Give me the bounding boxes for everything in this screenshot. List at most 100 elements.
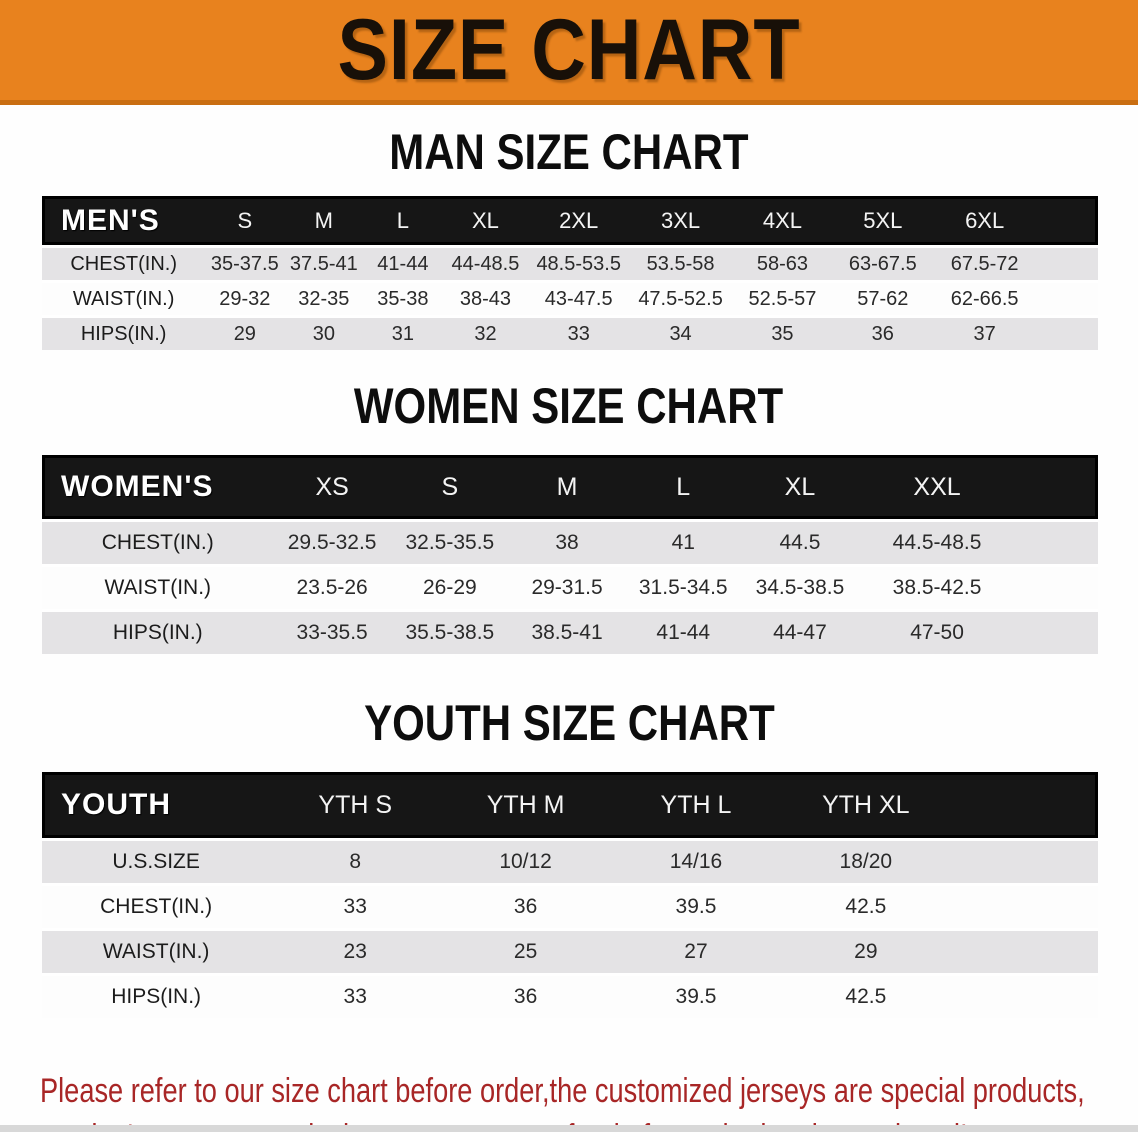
size-value-cell: 52.5-57 [732,280,833,315]
table-row: WAIST(IN.) 23 25 27 29 [42,928,1098,973]
row-label-cell: HIPS(IN.) [42,315,206,350]
mens-size-table: MEN'S S M L XL 2XL 3XL 4XL 5XL 6XL CHEST(IN.) 35-37… [42,196,1098,350]
youth-section-heading: YOUTH SIZE CHART [0,697,1138,759]
size-value-cell: 35-37.5 [205,245,285,280]
size-value-cell: 33 [528,315,629,350]
table-row: WAIST(IN.) 29-32 32-35 35-38 38-43 43-47.5 47.… [42,280,1098,315]
filler-cell [950,838,1098,883]
size-value-cell: 58-63 [732,245,833,280]
table-title-cell: WOMEN'S [42,455,274,519]
table-row: WAIST(IN.) 23.5-26 26-29 29-31.5 31.5-34.5 34… [42,564,1098,609]
size-value-cell: 63-67.5 [832,245,933,280]
size-value-cell: 39.5 [611,973,781,1018]
size-value-cell: 41-44 [625,609,742,654]
size-value-cell: 18/20 [780,838,951,883]
size-value-cell: 47.5-52.5 [628,280,733,315]
size-value-cell: 32-35 [284,280,364,315]
size-value-cell: 41-44 [363,245,443,280]
size-value-cell: 33 [270,973,441,1018]
youth-size-table: YOUTH YTH S YTH M YTH L YTH XL U.S.SIZE 8 10/12… [42,772,1098,1018]
size-value-cell: 42.5 [780,883,951,928]
size-value-cell: 38-43 [442,280,529,315]
size-value-cell: 44-48.5 [442,245,529,280]
size-value-cell: 29 [780,928,951,973]
disclaimer-line-1: Please refer to our size chart before or… [40,1072,1085,1110]
filler-cell [1036,245,1098,280]
table-row: HIPS(IN.) 33 36 39.5 42.5 [42,973,1098,1018]
size-value-cell: 8 [270,838,441,883]
table-header-row: MEN'S S M L XL 2XL 3XL 4XL 5XL 6XL [42,196,1098,245]
size-header-cell: S [205,196,285,245]
filler-cell [950,772,1098,838]
size-value-cell: 38.5-41 [508,609,626,654]
size-header-cell: M [284,196,364,245]
women-section-heading-text: WOMEN SIZE CHART [354,378,784,434]
size-value-cell: 23 [270,928,441,973]
table-header-row: WOMEN'S XS S M L XL XXL [42,455,1098,519]
filler-cell [1036,280,1098,315]
size-value-cell: 44-47 [741,609,859,654]
size-value-cell: 53.5-58 [628,245,733,280]
size-header-cell: 5XL [832,196,933,245]
size-value-cell: 33 [270,883,441,928]
size-header-cell: XL [442,196,529,245]
size-value-cell: 37.5-41 [284,245,364,280]
size-header-cell: L [625,455,742,519]
size-value-cell: 23.5-26 [273,564,391,609]
row-label-cell: WAIST(IN.) [42,928,271,973]
women-section-heading: WOMEN SIZE CHART [0,380,1138,442]
table-header-row: YOUTH YTH S YTH M YTH L YTH XL [42,772,1098,838]
size-value-cell: 67.5-72 [932,245,1037,280]
filler-cell [1036,315,1098,350]
banner: SIZE CHART [0,0,1138,105]
size-header-cell: 2XL [528,196,629,245]
man-section-heading-text: MAN SIZE CHART [389,124,749,180]
size-value-cell: 36 [440,883,612,928]
size-value-cell: 10/12 [440,838,612,883]
size-header-cell: YTH XL [780,772,951,838]
table-title-cell: MEN'S [42,196,206,245]
size-header-cell: 4XL [732,196,833,245]
bottom-edge-strip [0,1125,1138,1132]
size-value-cell: 27 [611,928,781,973]
row-label-cell: WAIST(IN.) [42,280,206,315]
filler-cell [1015,519,1098,564]
size-header-cell: YTH S [270,772,441,838]
filler-cell [1015,609,1098,654]
size-value-cell: 32 [442,315,529,350]
filler-cell [950,928,1098,973]
size-value-cell: 36 [832,315,933,350]
table-row: U.S.SIZE 8 10/12 14/16 18/20 [42,838,1098,883]
size-header-cell: YTH M [440,772,612,838]
size-value-cell: 25 [440,928,612,973]
filler-cell [950,973,1098,1018]
size-value-cell: 57-62 [832,280,933,315]
row-label-cell: CHEST(IN.) [42,883,271,928]
row-label-cell: CHEST(IN.) [42,519,274,564]
table-row: HIPS(IN.) 33-35.5 35.5-38.5 38.5-41 41-44 44-… [42,609,1098,654]
youth-section-heading-text: YOUTH SIZE CHART [363,695,775,751]
size-value-cell: 35.5-38.5 [390,609,509,654]
row-label-cell: U.S.SIZE [42,838,271,883]
size-header-cell: XXL [858,455,1016,519]
man-section-heading: MAN SIZE CHART [0,126,1138,188]
size-value-cell: 34.5-38.5 [741,564,859,609]
size-value-cell: 38 [508,519,626,564]
table-row: CHEST(IN.) 35-37.5 37.5-41 41-44 44-48.5 48.5… [42,245,1098,280]
size-header-cell: L [363,196,443,245]
womens-size-table: WOMEN'S XS S M L XL XXL CHEST(IN.) 29.5-32.5 32.5… [42,455,1098,654]
table-row: HIPS(IN.) 29 30 31 32 33 34 35 36 37 [42,315,1098,350]
filler-cell [1015,564,1098,609]
size-value-cell: 29 [205,315,285,350]
filler-cell [1036,196,1098,245]
size-value-cell: 42.5 [780,973,951,1018]
size-header-cell: M [508,455,626,519]
filler-cell [950,883,1098,928]
size-value-cell: 29-32 [205,280,285,315]
size-value-cell: 31 [363,315,443,350]
size-value-cell: 37 [932,315,1037,350]
filler-cell [1015,455,1098,519]
size-header-cell: XS [273,455,391,519]
size-value-cell: 32.5-35.5 [390,519,509,564]
row-label-cell: HIPS(IN.) [42,609,274,654]
